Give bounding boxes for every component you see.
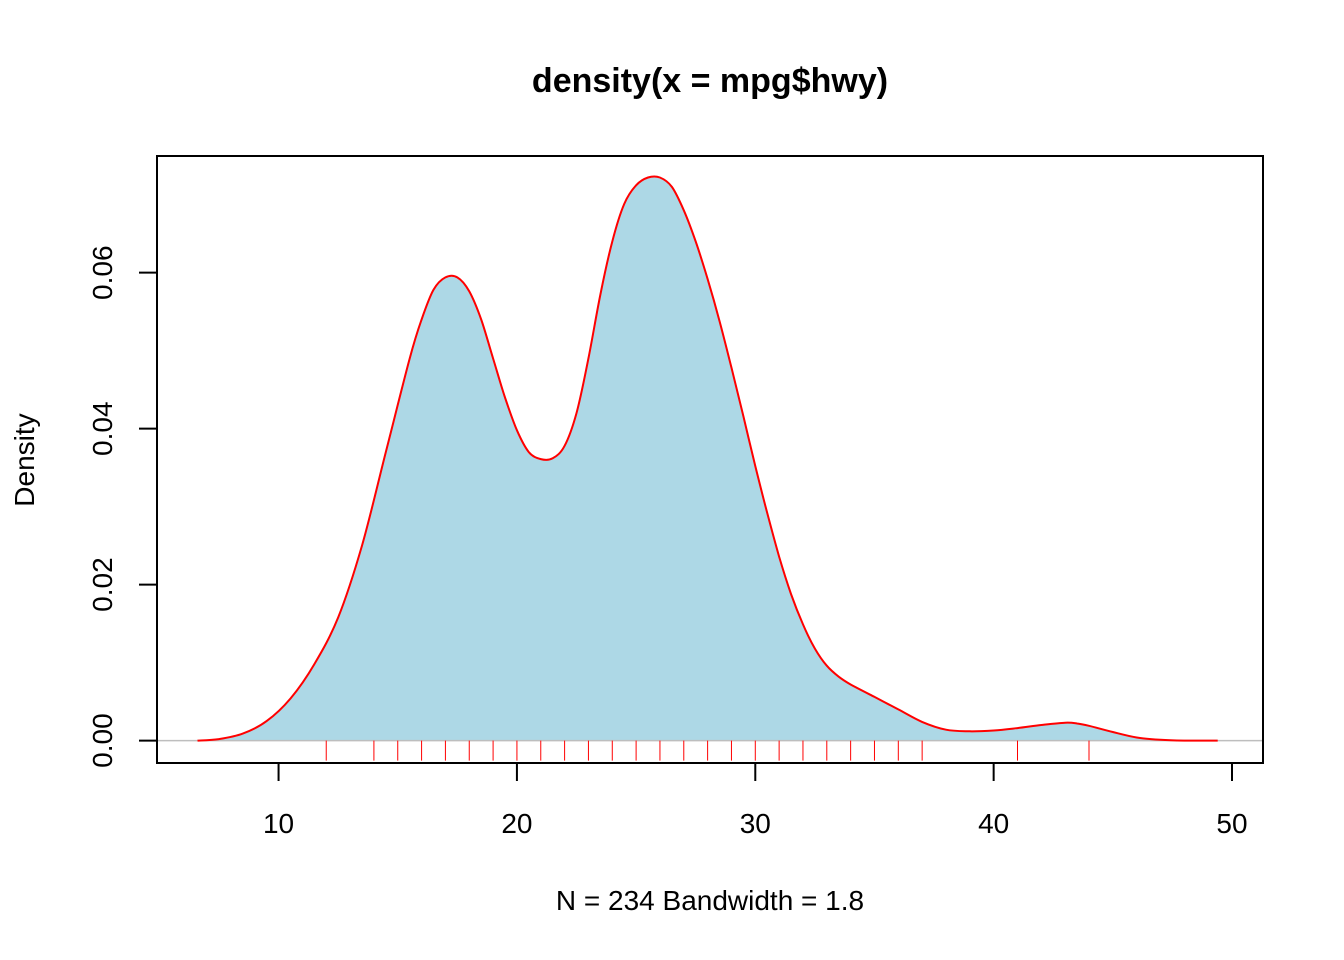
y-tick-label: 0.06 — [87, 245, 118, 300]
x-tick-label: 40 — [978, 808, 1009, 839]
density-fill — [197, 176, 1218, 741]
plot-area — [157, 175, 1263, 761]
x-tick-label: 30 — [740, 808, 771, 839]
density-line — [197, 175, 1218, 742]
y-tick-label: 0.04 — [87, 401, 118, 456]
x-tick-label: 20 — [501, 808, 532, 839]
chart-title: density(x = mpg$hwy) — [532, 62, 888, 100]
x-axis-label: N = 234 Bandwidth = 1.8 — [556, 885, 864, 916]
x-axis: 10 20 30 40 50 — [263, 762, 1248, 839]
y-axis: 0.00 0.02 0.04 0.06 — [87, 245, 158, 768]
y-axis-label: Density — [9, 413, 40, 506]
y-tick-label: 0.02 — [87, 557, 118, 612]
x-tick-label: 50 — [1216, 808, 1247, 839]
x-tick-label: 10 — [263, 808, 294, 839]
y-tick-label: 0.00 — [87, 713, 118, 768]
